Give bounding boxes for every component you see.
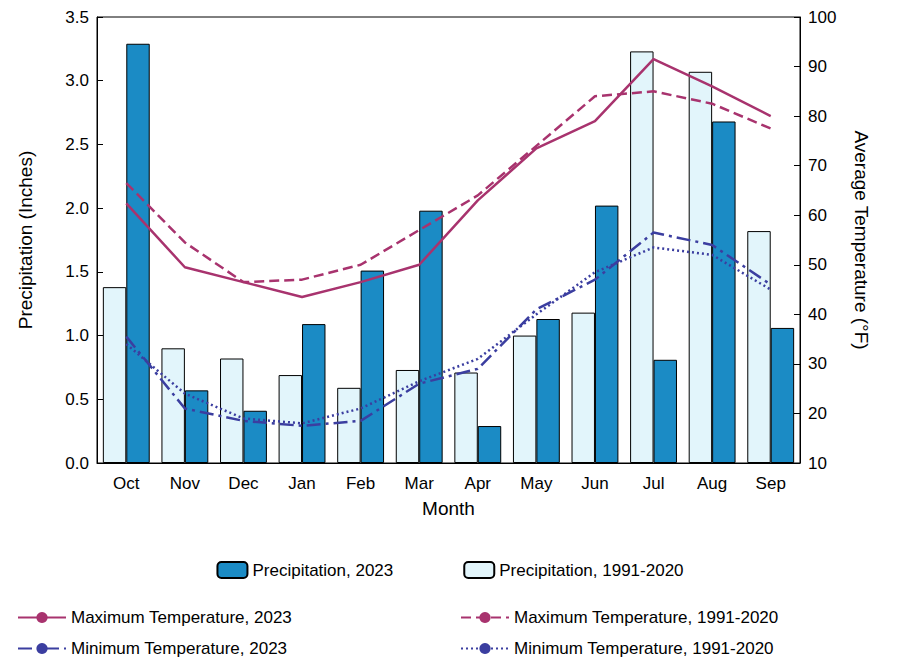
svg-text:3.0: 3.0: [65, 71, 89, 90]
svg-text:0.0: 0.0: [65, 454, 89, 473]
svg-text:0.5: 0.5: [65, 390, 89, 409]
svg-text:Aug: Aug: [697, 474, 727, 493]
svg-text:2.0: 2.0: [65, 199, 89, 218]
svg-text:Precipitation (Inches): Precipitation (Inches): [15, 151, 36, 329]
svg-text:50: 50: [808, 255, 827, 274]
svg-text:Maximum Temperature, 1991-2020: Maximum Temperature, 1991-2020: [514, 608, 778, 627]
svg-text:Minimum Temperature, 2023: Minimum Temperature, 2023: [71, 639, 287, 658]
svg-text:Precipitation, 2023: Precipitation, 2023: [252, 561, 393, 580]
svg-text:2.5: 2.5: [65, 135, 89, 154]
svg-text:Maximum Temperature, 2023: Maximum Temperature, 2023: [71, 608, 292, 627]
svg-text:1.0: 1.0: [65, 326, 89, 345]
svg-text:May: May: [520, 474, 553, 493]
svg-text:Nov: Nov: [170, 474, 201, 493]
svg-text:Feb: Feb: [346, 474, 375, 493]
svg-text:Precipitation, 1991-2020: Precipitation, 1991-2020: [499, 561, 683, 580]
svg-text:Average Temperature (°F): Average Temperature (°F): [851, 130, 872, 349]
svg-text:Oct: Oct: [113, 474, 140, 493]
svg-text:Apr: Apr: [465, 474, 492, 493]
svg-text:70: 70: [808, 156, 827, 175]
svg-text:100: 100: [808, 8, 836, 27]
svg-text:80: 80: [808, 107, 827, 126]
svg-text:1.5: 1.5: [65, 262, 89, 281]
svg-text:10: 10: [808, 454, 827, 473]
svg-text:Jan: Jan: [288, 474, 315, 493]
svg-text:40: 40: [808, 305, 827, 324]
svg-text:Dec: Dec: [228, 474, 259, 493]
svg-text:30: 30: [808, 354, 827, 373]
svg-text:Month: Month: [422, 498, 475, 519]
svg-text:20: 20: [808, 404, 827, 423]
svg-text:60: 60: [808, 206, 827, 225]
svg-text:Jun: Jun: [581, 474, 608, 493]
svg-text:Mar: Mar: [405, 474, 435, 493]
svg-text:90: 90: [808, 57, 827, 76]
svg-text:Sep: Sep: [756, 474, 786, 493]
svg-text:Jul: Jul: [643, 474, 665, 493]
svg-text:3.5: 3.5: [65, 8, 89, 27]
svg-text:Minimum Temperature, 1991-2020: Minimum Temperature, 1991-2020: [514, 639, 774, 658]
